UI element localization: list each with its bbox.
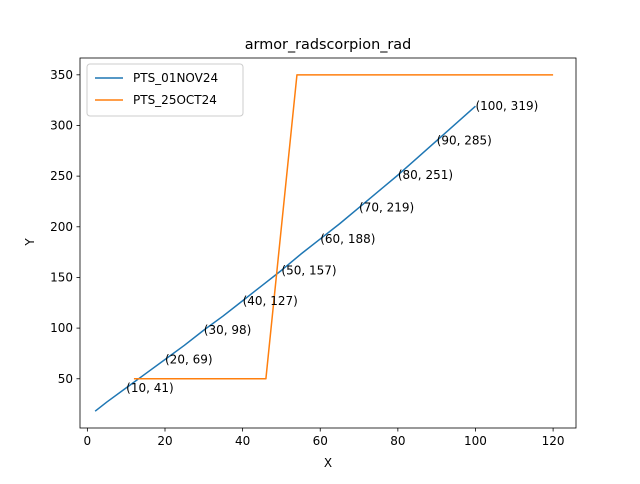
- y-tick-label: 150: [50, 270, 73, 284]
- y-tick-label: 300: [50, 118, 73, 132]
- x-axis-label: X: [324, 456, 332, 470]
- x-tick-label: 20: [157, 434, 172, 448]
- data-label: (60, 188): [320, 232, 375, 246]
- x-tick-label: 60: [313, 434, 328, 448]
- data-label: (70, 219): [359, 201, 414, 215]
- data-label: (40, 127): [243, 294, 298, 308]
- y-tick-label: 50: [58, 372, 73, 386]
- series-line-0: [94, 105, 476, 412]
- data-label: (90, 285): [437, 134, 492, 148]
- x-tick-label: 0: [84, 434, 92, 448]
- y-axis-label: Y: [23, 238, 37, 247]
- legend-label: PTS_01NOV24: [133, 71, 218, 85]
- legend: PTS_01NOV24 PTS_25OCT24: [86, 63, 244, 117]
- plot-area: (10, 41) (20, 69) (30, 98) (40, 127) (50, 15…: [94, 74, 554, 412]
- legend-label: PTS_25OCT24: [133, 93, 217, 107]
- x-tick-label: 120: [542, 434, 565, 448]
- y-tick-label: 100: [50, 321, 73, 335]
- data-label: (10, 41): [126, 381, 174, 395]
- x-tick-label: 40: [235, 434, 250, 448]
- data-label: (50, 157): [281, 263, 336, 277]
- data-label: (100, 319): [475, 99, 538, 113]
- y-tick-label: 350: [50, 68, 73, 82]
- y-tick-label: 200: [50, 220, 73, 234]
- data-label: (80, 251): [398, 168, 453, 182]
- axes-frame: [79, 57, 577, 429]
- legend-box: [86, 63, 244, 117]
- data-label: (20, 69): [165, 353, 213, 367]
- chart-title: armor_radscorpion_rad: [245, 37, 412, 53]
- y-tick-label: 250: [50, 169, 73, 183]
- series-line-1: [133, 74, 554, 380]
- x-tick-label: 100: [464, 434, 487, 448]
- x-tick-label: 80: [390, 434, 405, 448]
- axes: 0 20 40 60 80 100 120 50 100 150 200 250 300 350: [50, 57, 577, 448]
- data-label: (30, 98): [204, 323, 252, 337]
